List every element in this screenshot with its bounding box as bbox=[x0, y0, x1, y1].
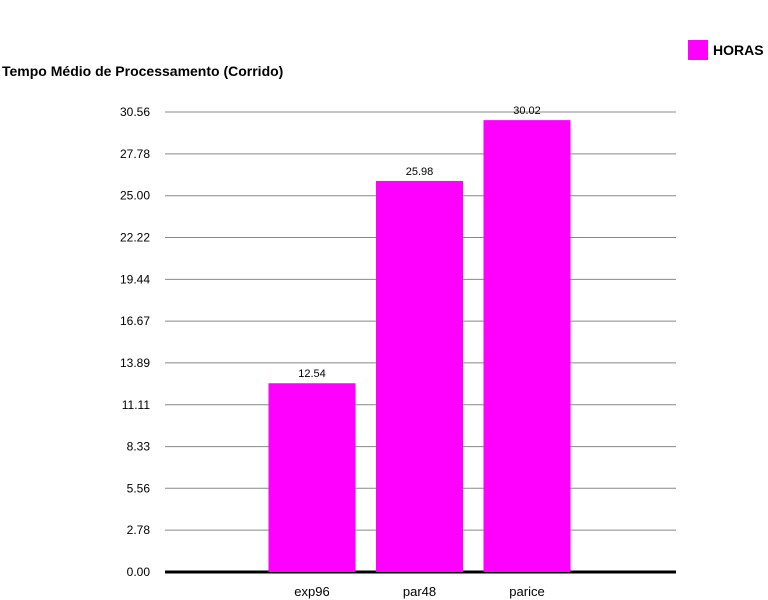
x-category-label-par48: par48 bbox=[403, 584, 436, 599]
legend-swatch bbox=[688, 40, 708, 60]
y-tick-label: 2.78 bbox=[127, 523, 151, 537]
y-tick-label: 25.00 bbox=[120, 189, 150, 203]
y-tick-label: 13.89 bbox=[120, 356, 150, 370]
x-category-label-exp96: exp96 bbox=[294, 584, 329, 599]
data-label-parice: 30.02 bbox=[513, 105, 541, 117]
y-tick-label: 11.11 bbox=[122, 398, 151, 412]
x-axis-labels: exp96 par48 parice bbox=[294, 584, 544, 599]
bar-parice bbox=[483, 120, 571, 573]
y-tick-label: 19.44 bbox=[120, 272, 150, 286]
y-tick-label: 27.78 bbox=[120, 147, 150, 161]
bars bbox=[268, 120, 571, 573]
chart-title: Tempo Médio de Processamento (Corrido) bbox=[2, 63, 284, 79]
y-tick-label: 22.22 bbox=[120, 231, 150, 245]
legend: HORAS bbox=[688, 40, 764, 60]
data-label-par48: 25.98 bbox=[406, 166, 434, 178]
y-tick-label: 16.67 bbox=[120, 314, 150, 328]
x-category-label-parice: parice bbox=[509, 584, 544, 599]
bar-exp96 bbox=[268, 383, 356, 572]
y-tick-label: 0.00 bbox=[127, 565, 151, 579]
data-labels: 12.54 25.98 30.02 bbox=[298, 105, 541, 380]
data-label-exp96: 12.54 bbox=[298, 368, 326, 380]
y-tick-label: 8.33 bbox=[127, 440, 151, 454]
legend-label: HORAS bbox=[713, 42, 764, 58]
y-tick-label: 5.56 bbox=[127, 481, 151, 495]
bar-par48 bbox=[376, 180, 463, 572]
y-axis-ticks: 0.00 2.78 5.56 8.33 11.11 13.89 16.67 19.44 22.2… bbox=[120, 105, 150, 579]
y-tick-label: 30.56 bbox=[120, 105, 150, 119]
